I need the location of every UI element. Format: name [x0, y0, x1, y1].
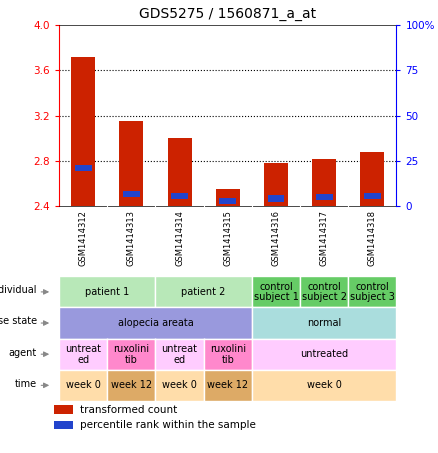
Text: GSM1414316: GSM1414316 [272, 210, 280, 265]
Bar [71, 57, 95, 206]
Text: individual: individual [0, 285, 37, 295]
Text: week 0: week 0 [162, 381, 197, 390]
Bar [171, 193, 188, 199]
Text: untreat
ed: untreat ed [162, 344, 198, 365]
Bar [360, 152, 384, 206]
Text: disease state: disease state [0, 317, 37, 327]
Text: untreated: untreated [300, 349, 348, 359]
Text: control
subject 1: control subject 1 [254, 281, 298, 302]
Title: GDS5275 / 1560871_a_at: GDS5275 / 1560871_a_at [139, 7, 316, 21]
Bar [54, 405, 73, 414]
Text: alopecia areata: alopecia areata [118, 318, 193, 328]
Text: untreat
ed: untreat ed [65, 344, 101, 365]
Bar [316, 194, 332, 200]
Text: patient 2: patient 2 [181, 287, 226, 297]
Text: week 12: week 12 [207, 381, 248, 390]
Bar [268, 195, 284, 202]
Bar [167, 138, 191, 206]
Text: patient 1: patient 1 [85, 287, 130, 297]
Text: GSM1414312: GSM1414312 [79, 210, 88, 265]
Text: normal: normal [307, 318, 341, 328]
Bar [312, 159, 336, 206]
Text: agent: agent [8, 347, 37, 357]
Bar [264, 163, 288, 206]
Bar [364, 193, 381, 199]
Text: ruxolini
tib: ruxolini tib [113, 344, 149, 365]
Text: transformed count: transformed count [80, 405, 177, 415]
Bar [119, 121, 143, 206]
Bar [215, 189, 240, 206]
Text: GSM1414313: GSM1414313 [127, 210, 136, 265]
Text: week 0: week 0 [66, 381, 101, 390]
Text: percentile rank within the sample: percentile rank within the sample [80, 420, 256, 430]
Bar [75, 165, 92, 171]
Text: ruxolini
tib: ruxolini tib [210, 344, 246, 365]
Text: control
subject 3: control subject 3 [350, 281, 395, 302]
Bar [54, 420, 73, 429]
Text: week 12: week 12 [111, 381, 152, 390]
Text: GSM1414315: GSM1414315 [223, 210, 232, 265]
Text: week 0: week 0 [307, 381, 342, 390]
Text: time: time [14, 379, 37, 389]
Text: GSM1414318: GSM1414318 [368, 210, 377, 265]
Text: GSM1414314: GSM1414314 [175, 210, 184, 265]
Bar [219, 198, 236, 204]
Text: GSM1414317: GSM1414317 [320, 210, 328, 265]
Text: control
subject 2: control subject 2 [302, 281, 346, 302]
Bar [123, 191, 140, 197]
